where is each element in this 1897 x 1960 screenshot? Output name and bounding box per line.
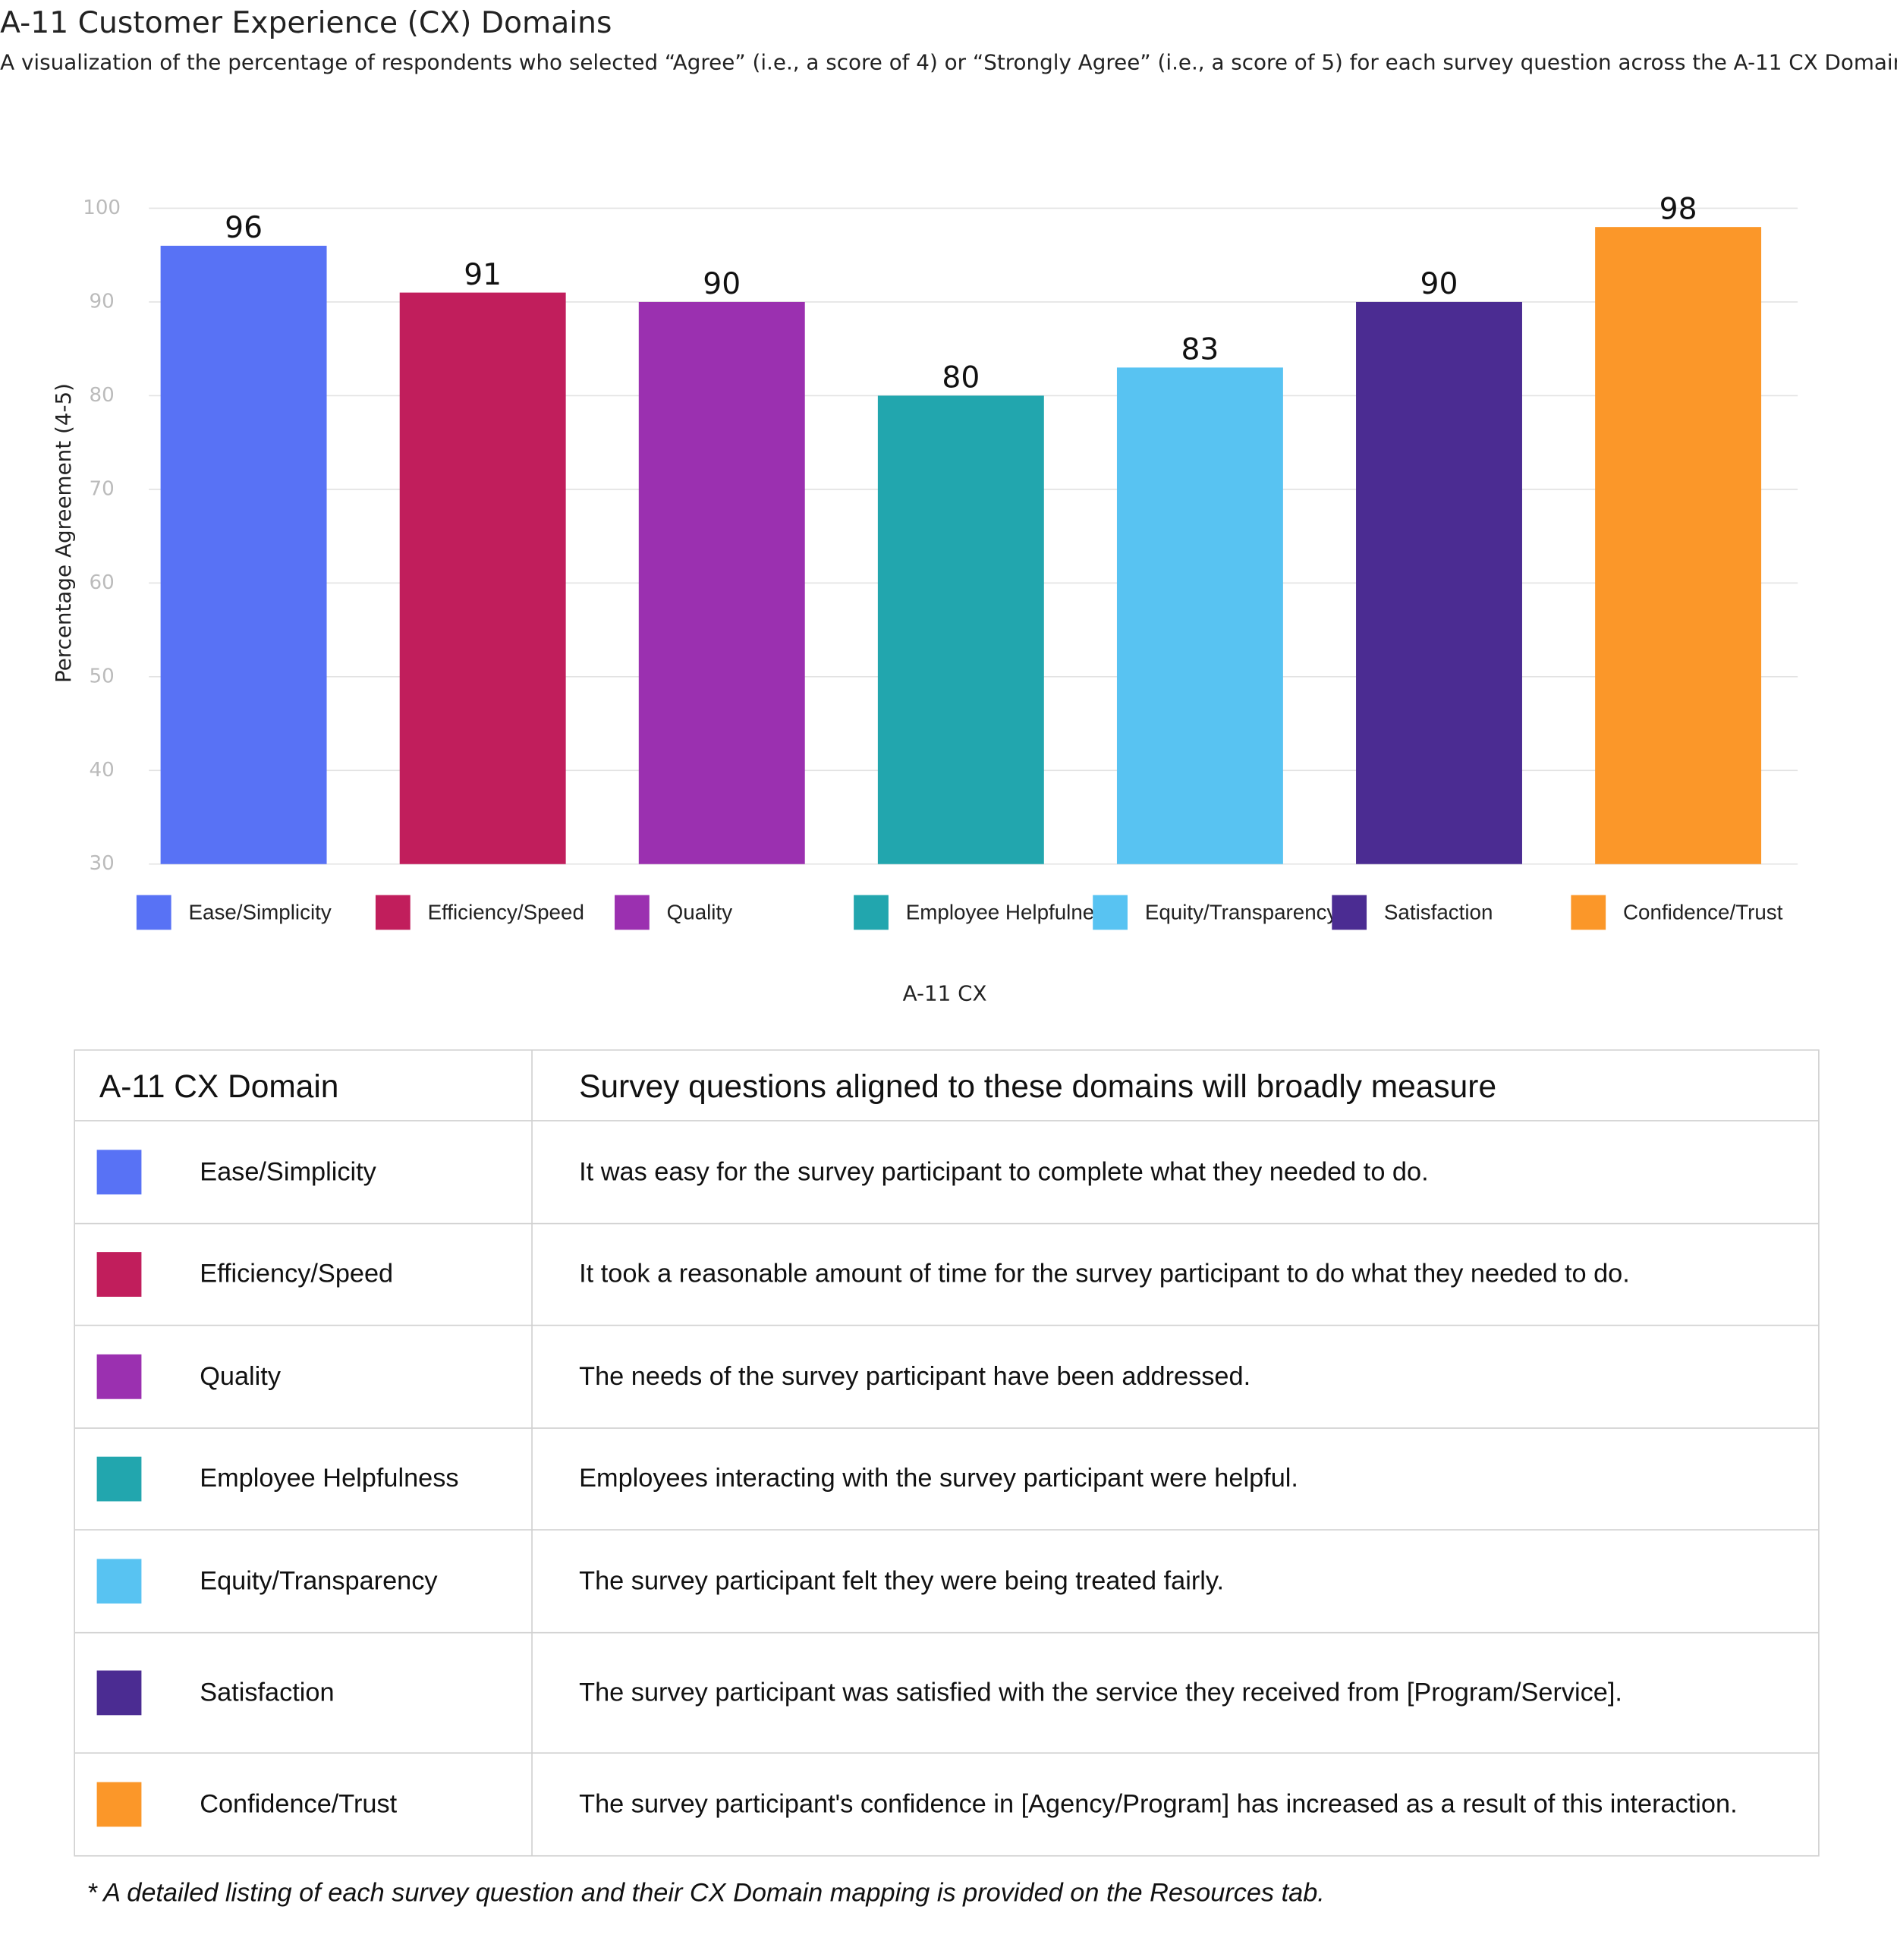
domain-description: The survey participant was satisfied wit… [579,1678,1622,1707]
domain-name: Equity/Transparency [200,1566,438,1595]
domain-swatch [96,1150,142,1195]
legend-label: Efficiency/Speed [428,900,584,923]
domain-description: Employees interacting with the survey pa… [579,1464,1298,1493]
footnote: * A detailed listing of each survey ques… [87,1878,1325,1907]
legend-swatch [375,895,411,930]
y-tick-label: 70 [90,477,115,500]
domain-swatch [96,1252,142,1297]
legend-label: Confidence/Trust [1623,900,1783,923]
domain-description: The survey participant felt they were be… [579,1566,1225,1595]
table-header: Survey questions aligned to these domain… [579,1066,1497,1104]
domain-swatch [96,1354,142,1399]
y-tick-label: 50 [90,665,115,687]
domain-name: Employee Helpfulness [200,1464,459,1493]
y-tick-label: 100 [83,197,121,219]
domain-description: The survey participant's confidence in [… [579,1789,1738,1818]
domain-name: Confidence/Trust [200,1789,398,1818]
domain-name: Ease/Simplicity [200,1157,376,1186]
legend-label: Employee Helpfulness [906,900,1115,923]
bar [1595,227,1762,864]
domain-name: Confidence/Trust [200,1789,398,1818]
y-tick-label: 60 [90,571,115,594]
domain-description: It was easy for the survey participant t… [579,1157,1429,1186]
legend-label: Quality [667,900,733,923]
chart-title: A-11 Customer Experience (CX) Domains [0,6,612,40]
legend-swatch [1332,895,1367,930]
bar [160,245,327,864]
domain-description: It took a reasonable amount of time for … [579,1259,1630,1288]
legend-swatch [1093,895,1128,930]
domain-description: The needs of the survey participant have… [579,1361,1251,1391]
legend-swatch [615,895,650,930]
domain-name: Efficiency/Speed [200,1259,394,1288]
chart-subtitle: A visualization of the percentage of res… [0,49,1897,74]
y-axis-label: Percentage Agreement (4-5) [51,383,76,683]
legend-label: Satisfaction [1384,900,1493,923]
table-header: A-11 CX Domain [99,1066,339,1104]
domain-description: The survey participant was satisfied wit… [579,1678,1622,1707]
domain-swatch [96,1456,142,1502]
domain-name: Satisfaction [200,1678,335,1707]
table-border [74,1049,1820,1857]
data-label: 90 [703,267,741,301]
domain-description: The needs of the survey participant have… [579,1361,1251,1391]
domain-description: It took a reasonable amount of time for … [579,1259,1630,1288]
domain-swatch [96,1782,142,1827]
table-header: Survey questions aligned to these domain… [579,1066,1497,1104]
y-tick-label: 40 [90,759,115,782]
y-tick-label: 30 [90,852,115,875]
y-tick-label: 90 [90,290,115,313]
domain-name: Quality [200,1361,281,1391]
domain-description: It was easy for the survey participant t… [579,1157,1429,1186]
data-label: 83 [1181,333,1219,367]
data-label: 90 [1420,267,1458,301]
x-axis-label: A-11 CX [903,980,987,1005]
data-label: 80 [942,361,980,395]
domain-name: Employee Helpfulness [200,1464,459,1493]
domain-description: Employees interacting with the survey pa… [579,1464,1298,1493]
data-label: 98 [1659,192,1697,226]
domain-name: Ease/Simplicity [200,1157,376,1186]
data-label: 91 [464,258,502,292]
bar [1356,301,1522,864]
legend-swatch [136,895,171,930]
domain-name: Equity/Transparency [200,1566,438,1595]
y-tick-label: 80 [90,384,115,407]
data-label: 96 [225,211,263,245]
bar [1116,367,1283,864]
legend-swatch [854,895,889,930]
bar [399,292,566,864]
domain-name: Satisfaction [200,1678,335,1707]
legend-swatch [1571,895,1606,930]
domain-name: Efficiency/Speed [200,1259,394,1288]
domain-name: Quality [200,1361,281,1391]
bar [877,395,1044,864]
table-header: A-11 CX Domain [99,1066,339,1104]
legend-label: Ease/Simplicity [188,900,331,923]
domain-description: The survey participant's confidence in [… [579,1789,1738,1818]
legend-label: Equity/Transparency [1145,900,1338,923]
domain-swatch [96,1559,142,1604]
domain-description: The survey participant felt they were be… [579,1566,1225,1595]
bar [638,301,805,864]
domain-swatch [96,1670,142,1716]
